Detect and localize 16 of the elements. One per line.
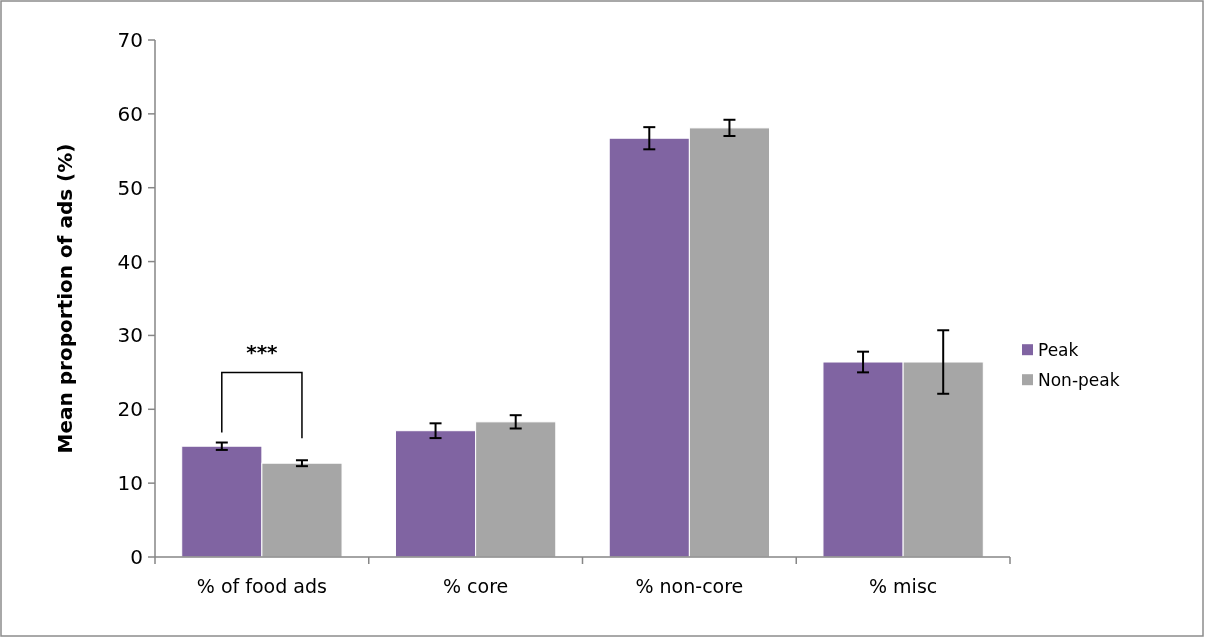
annotation: *** [246,339,279,364]
x-tick-label: % non-core [635,575,744,597]
x-tick-label: % core [443,575,509,597]
y-tick-label: 30 [117,323,143,348]
y-tick-label: 50 [117,175,143,200]
y-tick-label: 40 [117,249,143,274]
y-axis-title: Mean proportion of ads (%) [53,143,77,454]
x-tick-label: % misc [869,575,938,597]
legend-label: Non-peak [1038,370,1120,391]
y-tick-label: 20 [117,397,143,422]
legend-label: Peak [1038,340,1079,361]
y-tick-label: 0 [130,545,143,569]
y-tick-label: 10 [117,471,143,496]
y-tick-label: 60 [117,101,143,126]
x-tick-label: % of food ads [196,575,327,597]
y-tick-label: 70 [117,28,143,52]
